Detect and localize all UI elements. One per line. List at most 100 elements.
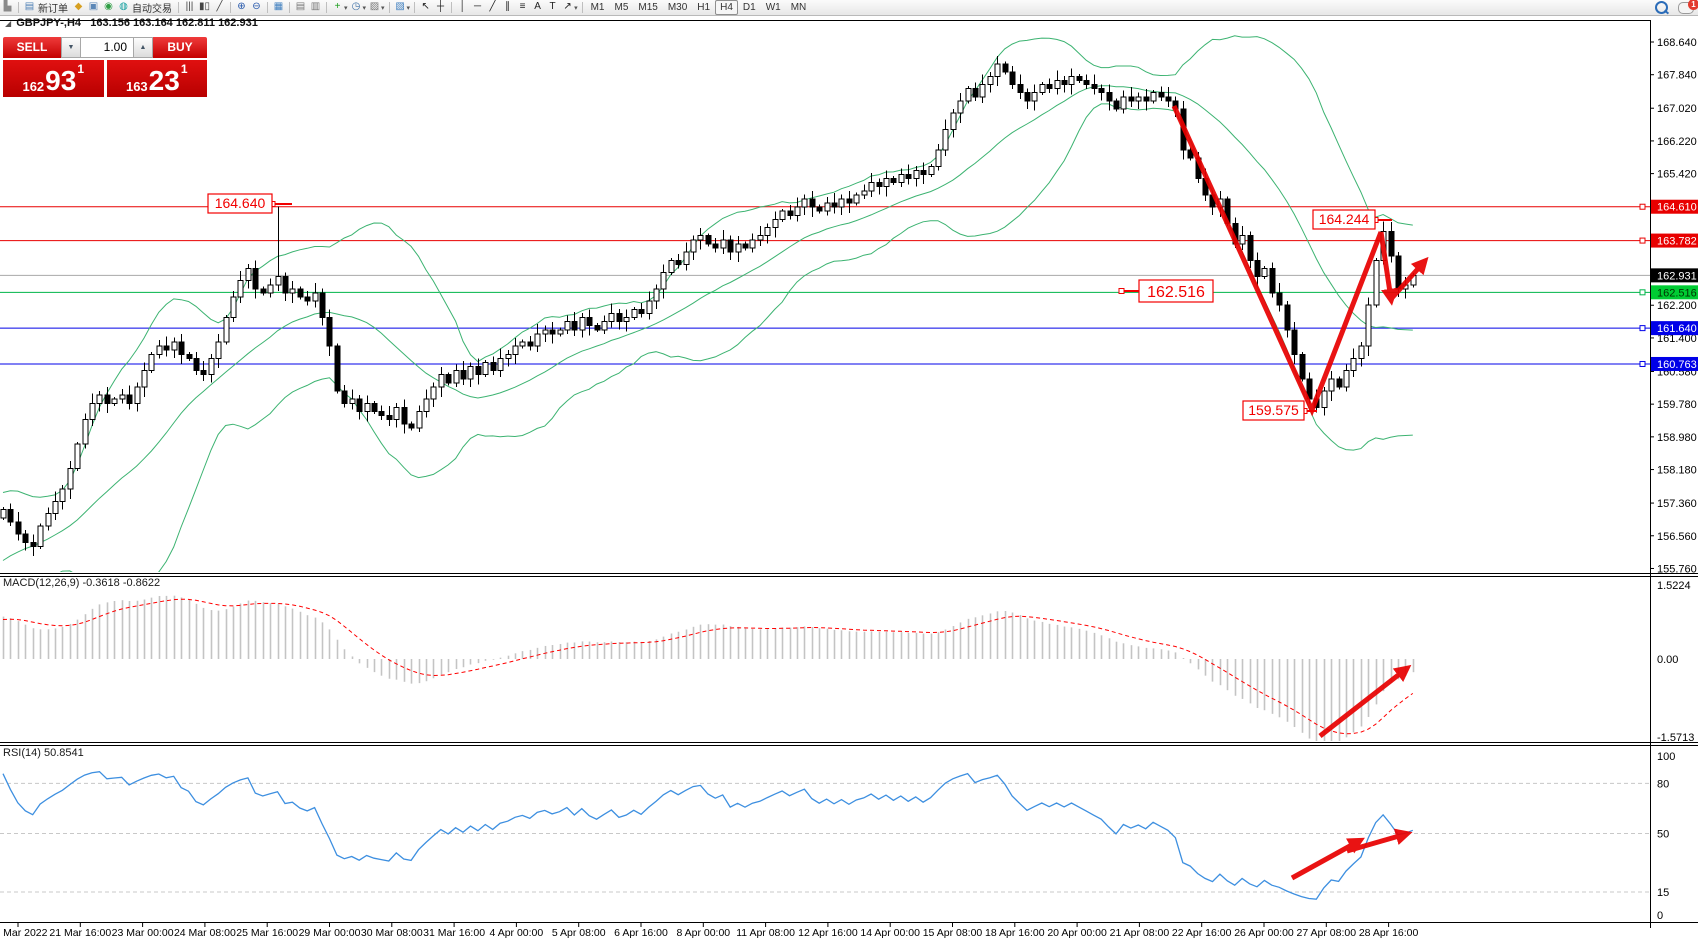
time-axis-label: 15 Apr 08:00 [923, 927, 983, 939]
price-annotations[interactable]: 164.640 164.244 162.516 159.575 [207, 193, 1392, 421]
trend-arrows[interactable] [1171, 104, 1429, 881]
price-axis-label: 1.5224 [1657, 580, 1691, 592]
trend-arrow[interactable] [1290, 837, 1365, 881]
time-axis-label: 8 Apr 00:00 [676, 927, 730, 939]
timeframe-m15-button[interactable]: M15 [638, 2, 658, 13]
arrows-dropdown-icon[interactable]: ▾ [574, 4, 578, 12]
price-axis-label: 167.840 [1657, 70, 1697, 82]
indicators-icon[interactable]: ▧ [395, 1, 405, 12]
tile-windows-icon[interactable]: ▦ [273, 1, 284, 12]
price-axis-label: 162.516 [1657, 287, 1697, 299]
volume-increase-button[interactable]: ▲ [133, 37, 153, 58]
price-axis-label: 157.360 [1657, 498, 1697, 510]
hline-icon[interactable]: ─ [474, 1, 482, 12]
templates-icon[interactable]: ▨ [369, 1, 380, 12]
time-axis-label: 14 Apr 00:00 [860, 927, 920, 939]
zoom-out-icon[interactable]: ⊖ [252, 1, 261, 12]
channel-icon[interactable]: ∥ [505, 1, 511, 12]
arrows-icon[interactable]: ↗ [563, 1, 572, 12]
trend-arrow[interactable] [1346, 828, 1413, 854]
new-chart-dropdown-icon[interactable]: ▾ [344, 4, 348, 12]
one-click-trade-panel: SELL ▼ 1.00 ▲ BUY 162 93 1 163 23 1 [3, 37, 207, 97]
toolbar-separator [289, 2, 290, 13]
price-axis-label: 156.560 [1657, 531, 1697, 543]
timeframe-h4-button[interactable]: H4 [715, 0, 738, 15]
toolbar-separator [414, 2, 416, 13]
fibonacci-icon[interactable]: ≡ [519, 1, 526, 12]
price-annotation-text: 164.244 [1319, 211, 1370, 227]
chart-fragment-icon[interactable]: ▙ [3, 1, 12, 12]
trend-arrow[interactable] [1389, 256, 1429, 301]
crosshair-icon[interactable]: ┼ [437, 1, 445, 12]
sell-price-display[interactable]: 162 93 1 [3, 60, 104, 97]
time-axis-label: 30 Mar 08:00 [361, 927, 423, 939]
volume-input[interactable]: 1.00 [81, 37, 133, 58]
price-axis-label: 15 [1657, 887, 1669, 899]
new-order-icon[interactable]: ▤ [24, 1, 35, 12]
periods-dropdown-icon[interactable]: ▾ [362, 4, 367, 12]
new-order-button[interactable]: 新订单 [38, 4, 68, 15]
arrange-windows-icon[interactable]: ▤ [295, 1, 306, 12]
timeframe-mn-button[interactable]: MN [790, 2, 807, 13]
price-axis-label: 162.200 [1657, 300, 1697, 312]
price-axis-label: 158.980 [1657, 432, 1697, 444]
bar-chart-icon[interactable]: ||| [185, 1, 194, 12]
periods-icon[interactable]: ◷ [351, 1, 361, 12]
price-annotation[interactable]: 164.640 [207, 193, 273, 214]
time-axis-label: 6 Apr 16:00 [614, 927, 668, 939]
price-axis-label: 164.610 [1657, 202, 1697, 214]
toolbar-separator [451, 2, 453, 13]
timeframe-m5-button[interactable]: M5 [614, 2, 629, 13]
toolbar-separator [18, 2, 19, 13]
candle-chart-icon[interactable]: ▮▯ [198, 1, 210, 12]
buy-button[interactable]: BUY [153, 37, 207, 58]
sell-button[interactable]: SELL [3, 37, 61, 58]
label-icon[interactable]: T [549, 1, 556, 12]
macd-pane [2, 595, 1415, 741]
navigator-icon[interactable]: ▣ [88, 1, 99, 12]
toolbar: ▙ ▤ 新订单 ◆ ▣ ◉ ◍ 自动交易 ||| ▮▯ ╱ ⊕ ⊖ ▦ ▤ ▥ + ▾ ◷ ▾ ▨ ▾ ▧ ▾ ↖ ┼ │ ─ ╱ ∥ ≡ A… [0, 0, 1698, 16]
price-axis-label: 0 [1657, 910, 1663, 922]
text-icon[interactable]: A [534, 1, 541, 12]
zoom-in-icon[interactable]: ⊕ [237, 1, 246, 12]
price-axis-label: 161.640 [1657, 323, 1697, 335]
price-axis-label: 50 [1657, 829, 1669, 841]
timeframe-d1-button[interactable]: D1 [742, 2, 756, 13]
trendline-icon[interactable]: ╱ [489, 1, 496, 12]
cursor-icon[interactable]: ↖ [421, 1, 430, 12]
timeframe-h1-button[interactable]: H1 [697, 2, 711, 13]
cascade-windows-icon[interactable]: ▥ [310, 1, 321, 12]
bollinger-bands [2, 35, 1413, 572]
timeframe-w1-button[interactable]: W1 [765, 2, 781, 13]
signals-icon[interactable]: ◉ [104, 1, 113, 12]
time-axis-label: 31 Mar 16:00 [423, 927, 485, 939]
volume-decrease-button[interactable]: ▼ [61, 37, 81, 58]
price-annotation[interactable]: 164.244 [1312, 209, 1376, 230]
new-chart-icon[interactable]: + [334, 1, 341, 12]
autotrading-icon[interactable]: ◍ [119, 1, 128, 12]
vline-icon[interactable]: │ [459, 1, 466, 12]
autotrading-button[interactable]: 自动交易 [132, 4, 172, 15]
price-annotation[interactable]: 159.575 [1242, 400, 1305, 421]
timeframe-m30-button[interactable]: M30 [667, 2, 688, 13]
buy-price-display[interactable]: 163 23 1 [106, 60, 207, 97]
price-annotation[interactable]: 162.516 [1138, 279, 1214, 303]
indicators-dropdown-icon[interactable]: ▾ [406, 4, 411, 12]
price-axis[interactable]: 168.640 167.840 167.020 166.220 165.420 162.2… [1650, 37, 1698, 922]
sell-price-pips: 93 [45, 65, 77, 96]
templates-dropdown-icon[interactable]: ▾ [381, 4, 385, 12]
time-axis-label: 22 Apr 16:00 [1172, 927, 1232, 939]
chat-icon[interactable]: 1 [1678, 0, 1698, 14]
trend-arrow[interactable] [1378, 231, 1398, 306]
toolbar-separator [581, 2, 583, 13]
search-icon[interactable] [1655, 1, 1668, 14]
price-axis-label: 80 [1657, 778, 1669, 790]
time-axis-label: 24 Mar 08:00 [174, 927, 236, 939]
trend-arrow[interactable] [1318, 664, 1412, 738]
line-chart-icon[interactable]: ╱ [216, 1, 223, 12]
market-watch-icon[interactable]: ◆ [74, 1, 83, 12]
timeframe-m1-button[interactable]: M1 [590, 2, 605, 13]
